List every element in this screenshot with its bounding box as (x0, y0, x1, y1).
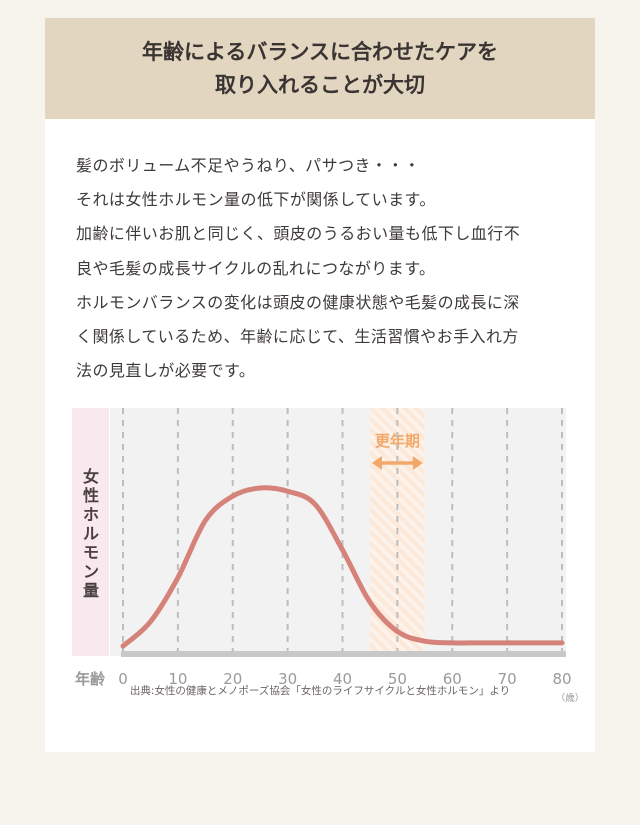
body-line: く関係しているため、年齢に応じて、生活習慣やお手入れ方 (76, 327, 519, 347)
y-axis-label-char: ン (83, 562, 99, 581)
body-line: 良や毛髪の成長サイクルの乱れにつながります。 (76, 258, 436, 278)
y-axis-label-char: モ (83, 543, 99, 562)
body-line: ホルモンバランスの変化は頭皮の健康状態や毛髪の成長に深 (76, 292, 520, 312)
hormone-level-line (120, 485, 565, 649)
x-tick-label: 60 (443, 670, 462, 688)
banner-title-line-1: 年齢によるバランスに合わせたケアを (142, 40, 498, 64)
body-line: 加齢に伴いお肌と同じく、頭皮のうるおい量も低下し血行不 (76, 224, 521, 244)
menopause-label: 更年期 (375, 432, 420, 450)
y-axis-label-char: 女 (83, 467, 99, 486)
menopause-arrow-right-head (412, 456, 423, 470)
x-tick-label: 50 (388, 670, 407, 688)
x-axis (121, 651, 566, 657)
plot-background (110, 408, 566, 656)
body-text: 髪のボリューム不足やうねり、パサつき・・・ それは女性ホルモン量の低下が関係して… (76, 149, 571, 388)
x-tick-label: 10 (168, 670, 187, 688)
x-axis-label: 年齢 (75, 670, 106, 688)
body-line: それは女性ホルモン量の低下が関係しています。 (76, 190, 436, 210)
banner-title: 年齢によるバランスに合わせたケアを 取り入れることが大切 (45, 36, 595, 102)
x-tick-label: 40 (333, 670, 352, 688)
x-tick-label: 20 (223, 670, 242, 688)
banner-title-line-2: 取り入れることが大切 (215, 73, 425, 97)
x-tick-label: 0 (118, 670, 128, 688)
y-axis-label-char: 量 (83, 581, 99, 600)
source-note: 出典:女性の健康とメノポーズ協会「女性のライフサイクルと女性ホルモン」より (129, 685, 511, 697)
x-tick-label: 70 (498, 670, 517, 688)
x-axis-unit: （歳） (556, 692, 585, 704)
body-line: 髪のボリューム不足やうねり、パサつき・・・ (76, 156, 421, 175)
body-line: 法の見直しが必要です。 (76, 361, 256, 381)
y-axis-label-char: ホ (83, 505, 99, 524)
x-tick-label: 30 (278, 670, 297, 688)
y-axis-label-char: 性 (83, 486, 99, 505)
ylabel-background (72, 408, 109, 656)
y-axis-label-char: ル (83, 524, 99, 543)
menopause-arrow-left-head (371, 456, 382, 470)
x-tick-label: 80 (552, 670, 571, 688)
title-banner: 年齢によるバランスに合わせたケアを 取り入れることが大切 (45, 18, 595, 119)
